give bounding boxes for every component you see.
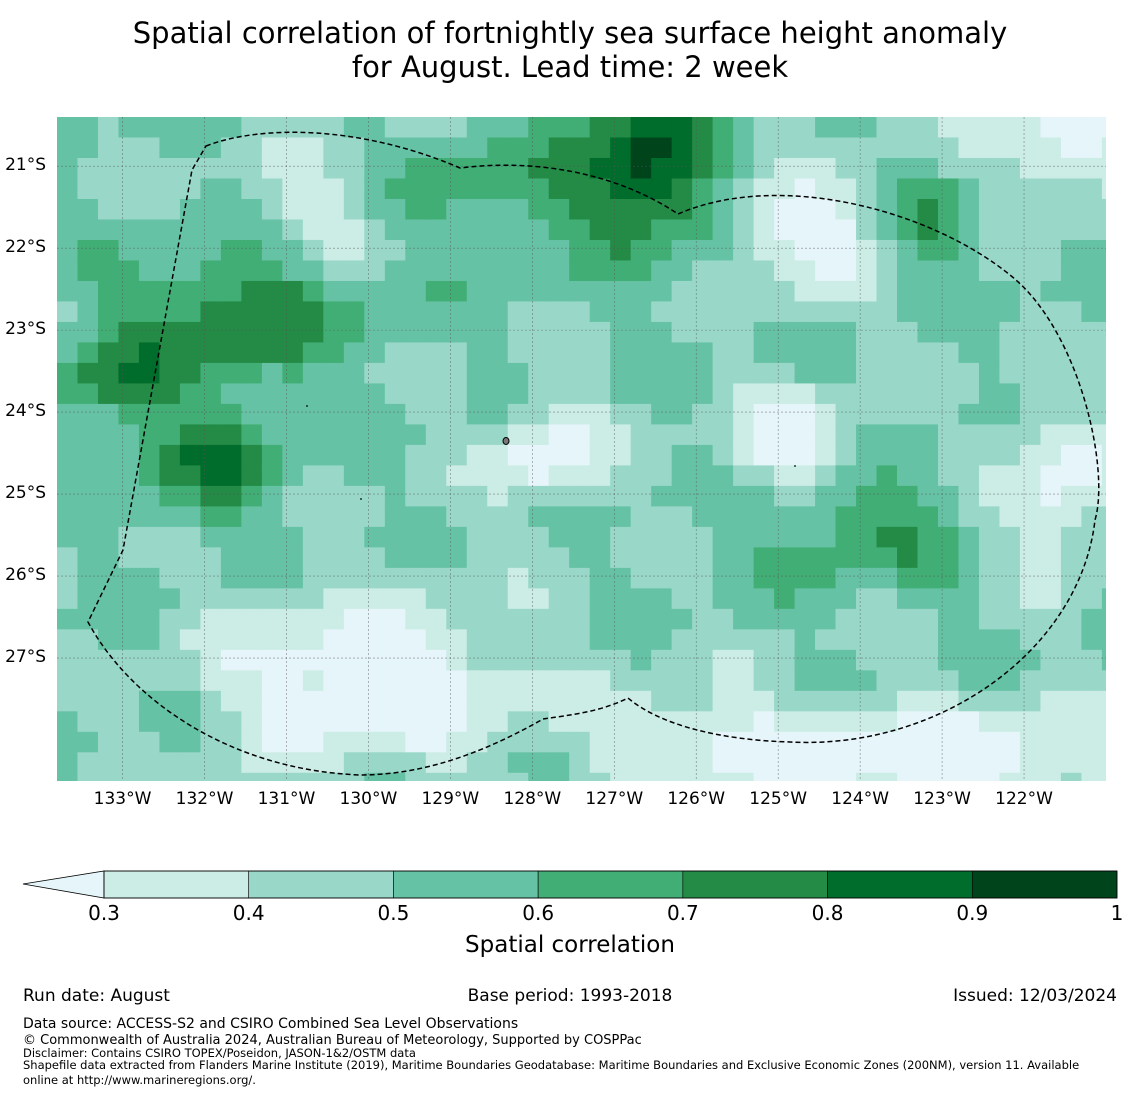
longitude-label: 131°W: [257, 789, 316, 809]
base-period: Base period: 1993-2018: [467, 986, 673, 1006]
colorbar-segment: [682, 870, 828, 899]
colorbar-segment: [537, 870, 684, 899]
latitude-label: 21°S: [5, 155, 46, 176]
longitude-label: 123°W: [913, 789, 971, 809]
correlation-field: [57, 117, 1106, 781]
longitude-label: 128°W: [503, 789, 562, 809]
colorbar-tick-label: 1: [1110, 901, 1124, 925]
colorbar: [22, 870, 1118, 899]
colorbar-tick-label: 0.5: [377, 901, 410, 925]
data-source: Data source: ACCESS-S2 and CSIRO Combine…: [23, 1016, 519, 1032]
colorbar-under-triangle: [22, 870, 105, 899]
longitude-label: 129°W: [421, 789, 480, 809]
colorbar-tick-label: 0.4: [232, 901, 265, 925]
longitude-label: 126°W: [667, 789, 726, 809]
shapefile-credit-line-1: Shapefile data extracted from Flanders M…: [23, 1058, 1080, 1072]
longitude-label: 124°W: [831, 789, 890, 809]
map-title-line-1: Spatial correlation of fortnightly sea s…: [132, 16, 1008, 50]
latitude-label: 23°S: [5, 319, 46, 340]
colorbar-tick-label: 0.3: [88, 901, 120, 925]
colorbar-tick-label: 0.7: [666, 901, 699, 925]
eez-boundary: [87, 131, 1100, 776]
latitude-label: 22°S: [5, 237, 46, 258]
longitude-label: 132°W: [175, 789, 234, 809]
latitude-label: 26°S: [5, 565, 46, 586]
longitude-label: 133°W: [93, 789, 152, 809]
longitude-label: 122°W: [995, 789, 1053, 809]
colorbar-tick-label: 0.9: [956, 901, 989, 925]
island-markers: [306, 405, 796, 500]
colorbar-label: Spatial correlation: [465, 932, 675, 958]
disclaimer: Disclaimer: Contains CSIRO TOPEX/Poseido…: [23, 1046, 416, 1060]
longitude-label: 127°W: [585, 789, 644, 809]
copyright-notice: © Commonwealth of Australia 2024, Austra…: [23, 1033, 642, 1048]
graticule: [57, 117, 1106, 781]
latitude-label: 25°S: [5, 483, 46, 504]
latitude-label: 27°S: [5, 647, 46, 668]
colorbar-segment: [103, 870, 250, 899]
run-date: Run date: August: [23, 986, 170, 1006]
longitude-label: 130°W: [339, 789, 398, 809]
colorbar-tick-label: 0.6: [522, 901, 555, 925]
longitude-label: 125°W: [749, 789, 808, 809]
colorbar-segment: [971, 870, 1118, 899]
colorbar-segment: [827, 870, 973, 899]
colorbar-tick-label: 0.8: [811, 901, 844, 925]
map-title-line-2: for August. Lead time: 2 week: [351, 50, 789, 84]
colorbar-segment: [248, 870, 394, 899]
issued-date: Issued: 12/03/2024: [953, 986, 1117, 1006]
colorbar-segment: [393, 870, 539, 899]
latitude-label: 24°S: [5, 401, 46, 422]
shapefile-credit-line-2: online at http://www.marineregions.org/.: [23, 1073, 256, 1087]
